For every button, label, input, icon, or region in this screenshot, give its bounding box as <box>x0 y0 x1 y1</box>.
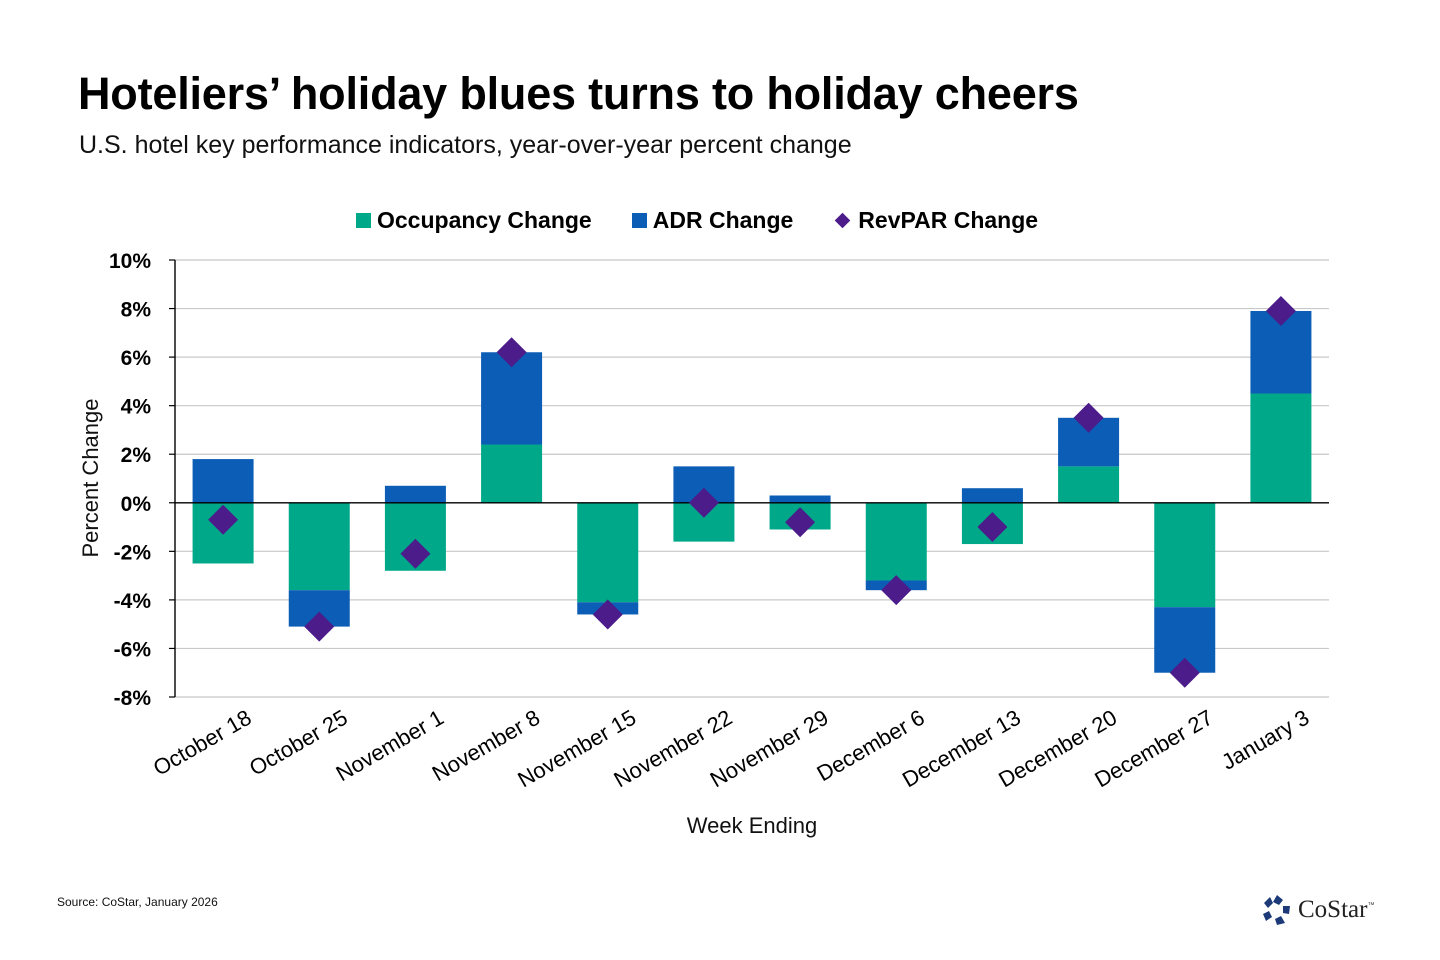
y-tick-label: 8% <box>121 299 152 322</box>
costar-logo-text: CoStar <box>1298 896 1368 923</box>
source-note: Source: CoStar, January 2026 <box>57 895 218 909</box>
legend-item-adr: ADR Change <box>631 207 794 234</box>
x-tick-label: October 18 <box>149 705 256 781</box>
chart-title: Hoteliers’ holiday blues turns to holida… <box>78 68 1079 119</box>
revpar-marker <box>592 599 623 630</box>
revpar-marker <box>688 487 719 518</box>
revpar-marker <box>1169 657 1200 688</box>
occupancy-bar <box>1058 466 1120 503</box>
bars <box>192 310 1312 673</box>
occupancy-bar <box>1154 502 1216 608</box>
legend-swatch-occupancy <box>356 213 371 228</box>
revpar-marker <box>496 337 527 368</box>
legend-label-revpar: RevPAR Change <box>858 207 1039 233</box>
adr-bar <box>384 485 446 503</box>
occupancy-bar <box>288 502 350 591</box>
y-tick-label: 0% <box>121 493 152 516</box>
revpar-marker <box>208 504 239 535</box>
chart-subtitle: U.S. hotel key performance indicators, y… <box>79 131 852 159</box>
x-axis-title: Week Ending <box>687 813 817 838</box>
revpar-marker <box>1073 402 1104 433</box>
legend: Occupancy Change ADR Change RevPAR Chang… <box>356 207 1078 234</box>
y-tick-label: 10% <box>109 250 151 273</box>
adr-bar <box>192 459 254 503</box>
costar-logo: CoStar ™ <box>1261 894 1374 926</box>
y-axis-ticks: -8% -6% -4% -2% 0% 2% 4% 6% 8% 10% <box>109 250 175 710</box>
trademark-symbol: ™ <box>1367 901 1375 909</box>
occupancy-bar <box>481 444 543 503</box>
y-tick-label: 6% <box>121 347 152 370</box>
revpar-marker <box>400 538 431 569</box>
revpar-marker <box>304 611 335 642</box>
y-tick-label: 2% <box>121 444 152 467</box>
legend-item-occupancy: Occupancy Change <box>356 207 592 234</box>
revpar-marker <box>977 512 1008 543</box>
occupancy-bar <box>865 502 927 581</box>
revpar-marker <box>1265 295 1296 326</box>
y-axis-title: Percent Change <box>78 399 103 558</box>
adr-bar <box>769 495 831 503</box>
y-tick-label: -2% <box>114 541 152 564</box>
costar-star-icon <box>1263 895 1290 925</box>
revpar-marker <box>785 507 816 538</box>
occupancy-bar <box>577 502 639 603</box>
legend-label-occupancy: Occupancy Change <box>377 207 592 233</box>
adr-bar <box>961 488 1023 503</box>
y-tick-label: -8% <box>114 687 152 710</box>
x-tick-label: November 1 <box>332 705 448 787</box>
legend-swatch-adr <box>631 213 647 228</box>
revpar-markers <box>208 295 1296 688</box>
legend-item-revpar: RevPAR Change <box>833 207 1038 234</box>
y-tick-label: 4% <box>121 396 152 419</box>
revpar-marker <box>881 575 912 606</box>
y-tick-label: -4% <box>114 590 152 613</box>
y-tick-label: -6% <box>114 638 152 661</box>
gridlines <box>175 259 1329 698</box>
legend-label-adr: ADR Change <box>652 207 794 233</box>
x-tick-label: January 3 <box>1217 705 1313 775</box>
adr-bar <box>481 352 543 445</box>
occupancy-bar <box>1250 393 1312 503</box>
